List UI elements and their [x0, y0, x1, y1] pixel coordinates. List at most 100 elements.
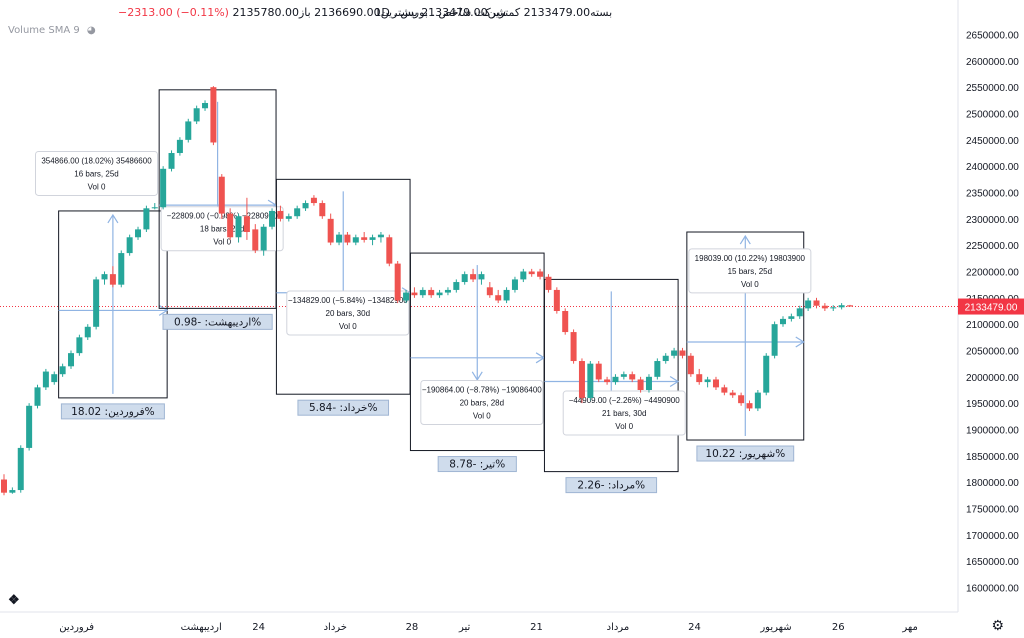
y-tick-label: 1750000.00 — [966, 504, 1019, 515]
candle-body — [830, 307, 837, 309]
candle-body — [327, 218, 334, 243]
candle-body — [68, 353, 75, 367]
y-tick-label: 2600000.00 — [966, 57, 1019, 68]
candle-body — [319, 203, 326, 217]
candle-body — [847, 305, 853, 307]
candle-body — [712, 379, 719, 388]
y-tick-label: 2350000.00 — [966, 189, 1019, 200]
candle-body — [294, 208, 301, 217]
range-tooltip-line: −22809.00 (−0.98%) −2280900 — [167, 212, 279, 221]
range-tooltip-line: 16 bars, 25d — [74, 169, 118, 178]
candle-body — [444, 289, 451, 293]
x-tick-label: 24 — [252, 622, 265, 633]
range-arrowhead — [107, 213, 119, 224]
y-tick-label: 2050000.00 — [966, 346, 1019, 357]
y-tick-label: 2650000.00 — [966, 31, 1019, 42]
candle-body — [578, 361, 585, 398]
candle-body — [243, 216, 250, 233]
eye-hidden-icon[interactable]: ◕ — [86, 25, 96, 36]
candle-body — [520, 271, 527, 280]
candle-body — [721, 387, 728, 393]
candle-body — [687, 355, 694, 375]
candle-body — [796, 308, 803, 317]
indicator-label: Volume SMA 9 — [8, 25, 80, 36]
candle-body — [118, 253, 125, 285]
candle-body — [604, 379, 611, 383]
range-arrowhead — [795, 336, 805, 348]
range-tooltip-line: −190864.00 (−8.78%) −19086400 — [422, 386, 542, 395]
header-open: باز2135780.00 — [232, 6, 311, 19]
range-label-box — [696, 445, 795, 462]
y-tick-label: 2300000.00 — [966, 215, 1019, 226]
candle-body — [26, 405, 33, 448]
candle-body — [101, 274, 108, 280]
candle-body — [1, 479, 7, 493]
range-arrowhead — [739, 234, 751, 245]
range-tooltip-line: Vol 0 — [741, 280, 759, 289]
candle-body — [151, 207, 158, 209]
candle-body — [470, 274, 477, 280]
candle-body — [637, 379, 644, 390]
x-tick-label: مهر — [901, 622, 917, 633]
range-label-mordad: مرداد: -2.26% — [577, 480, 645, 492]
gear-icon[interactable]: ⚙ — [991, 617, 1004, 633]
chart-header: شرکت شاخص . بورس . 1D — [374, 6, 506, 19]
candle-body — [486, 287, 493, 296]
candle-body — [34, 387, 41, 406]
candle-body — [386, 237, 393, 264]
candle-body — [620, 374, 627, 377]
range-label-box — [437, 456, 517, 473]
candle-body — [587, 363, 594, 398]
candle-body — [76, 337, 83, 354]
header-symbol: شرکت شاخص . بورس . 1D — [374, 6, 506, 19]
candle-body — [821, 305, 828, 309]
range-tooltip-line: −134829.00 (−5.84%) −13482900 — [288, 296, 408, 305]
range-label-box — [565, 477, 658, 494]
y-tick-label: 2550000.00 — [966, 83, 1019, 94]
chart-ohlc: −2313.00 (−0.11%) بسته2133479.00 کمترین2… — [118, 6, 612, 19]
x-tick-label: 21 — [530, 622, 543, 633]
candle-body — [260, 226, 267, 251]
candle-body — [612, 376, 619, 383]
range-tooltip-line: 18 bars, 27d — [200, 225, 244, 234]
y-tick-label: 2000000.00 — [966, 373, 1019, 384]
candle-body — [813, 300, 820, 306]
range-tooltip-line: 20 bars, 28d — [460, 399, 504, 408]
candle-body — [235, 216, 242, 238]
header-close: بسته2133479.00 — [523, 6, 613, 19]
candle-body — [377, 234, 384, 238]
candle-body — [160, 168, 167, 208]
candle-body — [771, 324, 778, 356]
candle-body — [310, 197, 317, 204]
y-tick-label: 1950000.00 — [966, 399, 1019, 410]
candle-body — [269, 210, 276, 227]
candle-body — [805, 300, 812, 309]
candle-body — [570, 332, 577, 362]
candle-body — [696, 374, 703, 383]
y-tick-label: 1650000.00 — [966, 557, 1019, 568]
candle-body — [185, 121, 192, 140]
range-label-box — [60, 403, 165, 420]
candle-body — [277, 210, 284, 219]
candle-body — [419, 289, 426, 296]
y-tick-label: 1700000.00 — [966, 531, 1019, 542]
candle-body — [495, 295, 502, 301]
range-tooltip-line: Vol 0 — [88, 182, 106, 191]
candle-body — [135, 229, 142, 238]
candle-body — [645, 376, 652, 390]
candle-body — [461, 274, 468, 283]
range-tooltip-line: 15 bars, 25d — [728, 267, 772, 276]
range-tooltip-farvardin — [35, 150, 159, 196]
candle-body — [779, 318, 786, 325]
current-price-label: 2133479.00 — [965, 303, 1018, 314]
candle-body — [210, 87, 217, 143]
volume-sma-indicator[interactable]: Volume SMA 9 ◕ — [8, 25, 96, 36]
x-tick-label: 26 — [832, 622, 845, 633]
candle-body — [42, 371, 49, 388]
range-box-shahrivar — [686, 231, 805, 441]
candle-body — [537, 271, 544, 277]
candle-body — [59, 366, 66, 375]
range-tooltip-shahrivar — [688, 248, 812, 294]
candle-body — [754, 392, 761, 409]
